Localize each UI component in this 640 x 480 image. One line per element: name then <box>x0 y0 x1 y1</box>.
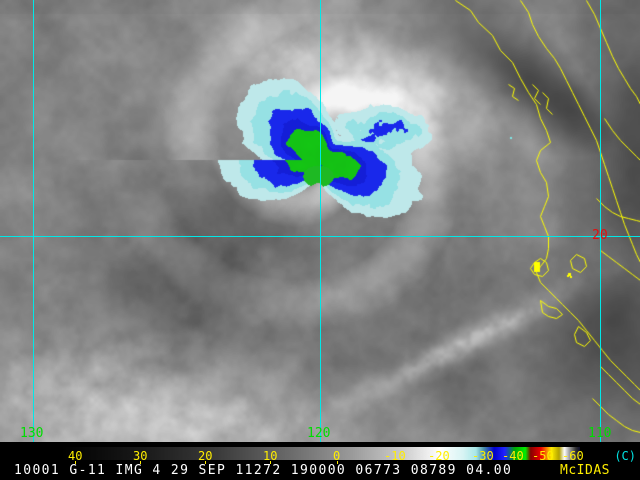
colorbar-label-10: 10 <box>263 449 278 463</box>
satellite-image-area[interactable] <box>0 0 640 442</box>
mcidas-brand-label: McIDAS <box>560 463 610 478</box>
colorbar-label-30: 30 <box>133 449 148 463</box>
colorbar-label-40: 40 <box>68 449 83 463</box>
colorbar-label-neg60: -60 <box>562 449 584 463</box>
colorbar-label-20: 20 <box>198 449 213 463</box>
longitude-label-110: 110 <box>588 426 612 441</box>
colorbar-label-neg50: -50 <box>532 449 554 463</box>
gridline-longitude-110 <box>600 0 601 442</box>
image-info-line: 10001 G-11 IMG 4 29 SEP 11272 190000 067… <box>14 463 513 478</box>
colorbar-label-0: 0 <box>333 449 341 463</box>
bottom-status-bar <box>0 442 640 480</box>
colorbar-units-label: (C) <box>614 449 636 463</box>
gridline-longitude-130 <box>33 0 34 442</box>
longitude-label-120: 120 <box>307 426 331 441</box>
colorbar-label-neg10: -10 <box>384 449 406 463</box>
longitude-label-130: 130 <box>20 426 44 441</box>
temperature-colorbar <box>60 447 580 460</box>
gridline-longitude-120 <box>320 0 321 442</box>
colorbar-label-neg40: -40 <box>502 449 524 463</box>
latitude-label-20: 20 <box>592 228 608 243</box>
colorbar-label-neg20: -20 <box>428 449 450 463</box>
colorbar-label-neg30: -30 <box>472 449 494 463</box>
colorbar-gradient <box>60 447 580 460</box>
gridline-latitude-20 <box>0 236 640 237</box>
